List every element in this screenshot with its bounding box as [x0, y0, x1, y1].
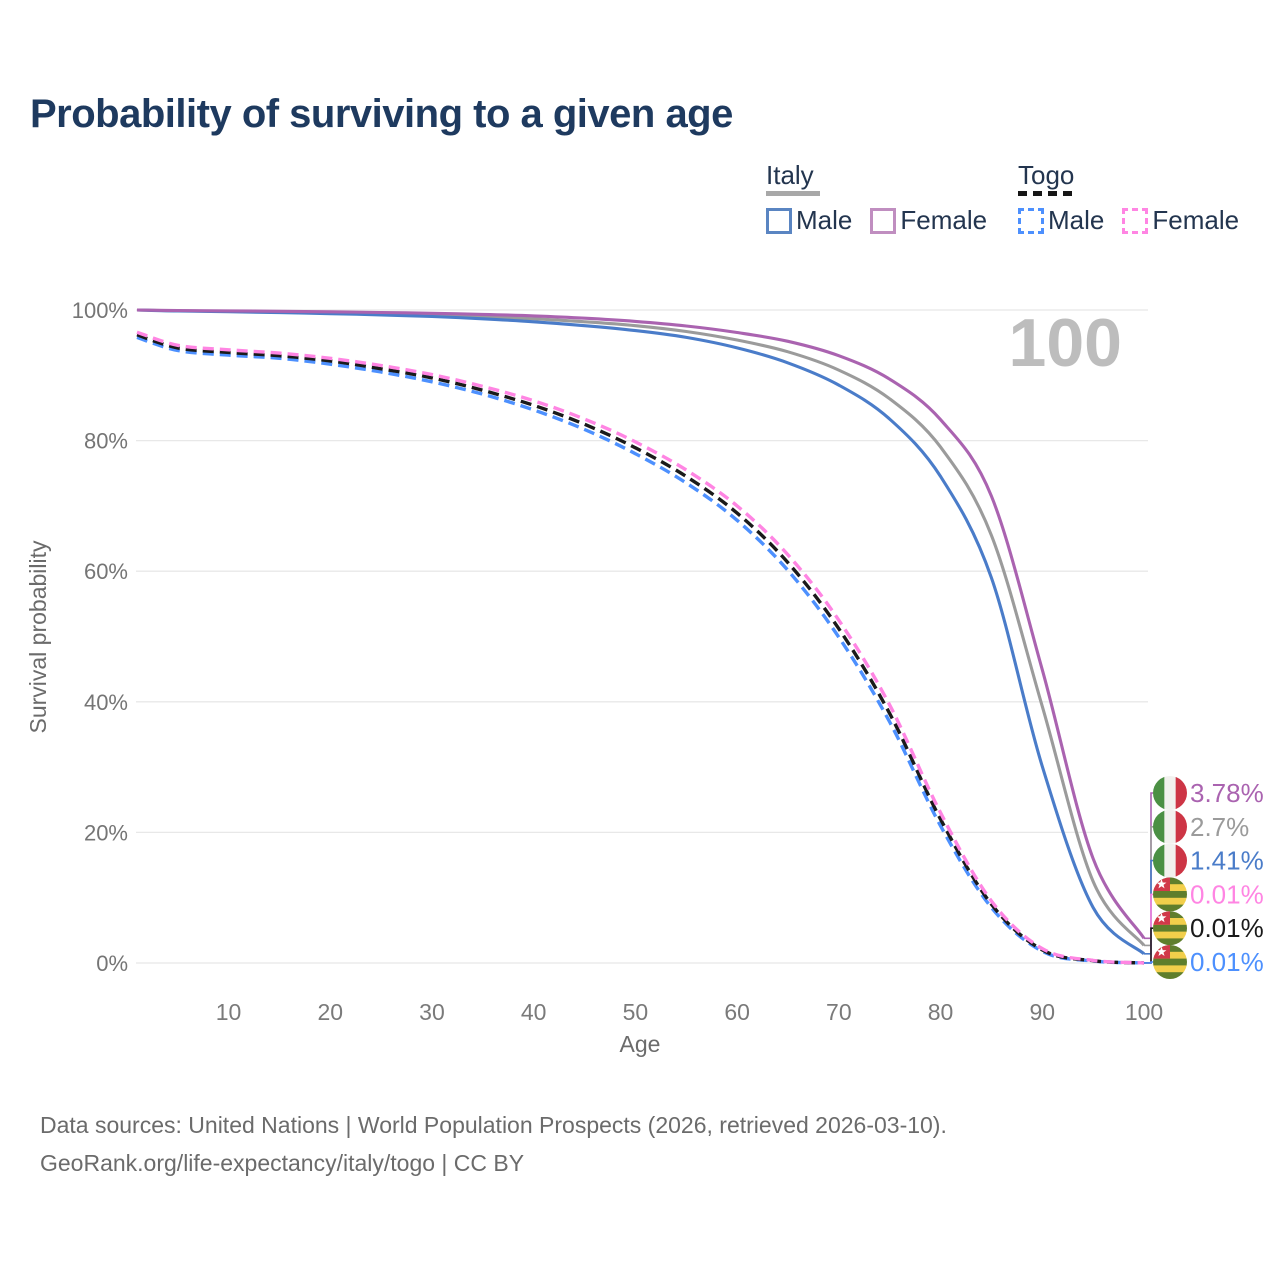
togo-flag-icon	[1153, 877, 1187, 912]
italy-male-swatch-icon	[766, 207, 792, 234]
y-tick-label-0: 0%	[96, 951, 128, 976]
end-label-value-italy-male: 1.41%	[1190, 846, 1264, 876]
x-tick-label-100: 100	[1125, 999, 1163, 1025]
x-tick-label-70: 70	[826, 999, 852, 1025]
y-tick-label-40: 40%	[84, 690, 128, 715]
legend-item-togo-female[interactable]: Female	[1122, 205, 1239, 236]
end-label-value-italy-female: 3.78%	[1190, 778, 1264, 808]
italy-female-swatch-icon	[870, 207, 897, 234]
legend-country-label-italy: Italy	[766, 160, 814, 190]
y-tick-label-20: 20%	[84, 820, 128, 845]
x-tick-label-60: 60	[724, 999, 750, 1025]
series-line-togo-male[interactable]	[136, 335, 1145, 965]
legend-items-togo: Male Female	[1018, 205, 1257, 236]
legend-solid-line-sample	[766, 191, 820, 196]
series-line-italy-total[interactable]	[136, 308, 1146, 947]
legend-item-togo-male[interactable]: Male	[1018, 205, 1104, 236]
legend-item-italy-female[interactable]: Female	[870, 205, 987, 236]
legend-item-label: Female	[900, 205, 988, 235]
end-label-value-togo-female: 0.01%	[1190, 879, 1264, 909]
data-source-footer: Data sources: United Nations | World Pop…	[40, 1106, 947, 1182]
x-axis-title: Age	[620, 1031, 661, 1057]
togo-flag-icon	[1153, 945, 1187, 979]
y-tick-label-100: 100%	[72, 298, 128, 323]
legend-item-italy-male[interactable]: Male	[766, 205, 852, 236]
y-axis-title: Survival probability	[25, 540, 51, 734]
x-tick-label-30: 30	[419, 999, 445, 1025]
x-tick-label-20: 20	[317, 999, 343, 1025]
legend-item-label: Male	[796, 205, 853, 235]
legend-country-label-togo: Togo	[1018, 160, 1075, 190]
end-label-value-togo-total: 0.01%	[1190, 913, 1264, 943]
togo-male-swatch-icon	[1018, 207, 1044, 234]
series-line-togo-female[interactable]	[136, 330, 1145, 965]
togo-female-swatch-icon	[1122, 207, 1149, 234]
x-tick-label-40: 40	[521, 999, 547, 1025]
page-title: Probability of surviving to a given age	[30, 92, 733, 136]
x-tick-label-80: 80	[928, 999, 954, 1025]
legend-items-italy: Male Female	[766, 205, 1005, 236]
togo-flag-icon	[1153, 911, 1187, 946]
italy-flag-icon	[1153, 809, 1187, 844]
legend-item-label: Male	[1048, 205, 1105, 235]
legend-item-label: Female	[1152, 205, 1240, 235]
footer-line-2: GeoRank.org/life-expectancy/italy/togo |…	[40, 1150, 525, 1176]
legend-group-italy: Italy Male Female	[766, 161, 1005, 236]
series-line-togo-total[interactable]	[136, 333, 1145, 965]
italy-flag-icon	[1153, 776, 1187, 810]
x-tick-label-10: 10	[216, 999, 242, 1025]
end-label-value-italy-total: 2.7%	[1190, 812, 1249, 842]
footer-line-1: Data sources: United Nations | World Pop…	[40, 1112, 947, 1138]
x-tick-label-90: 90	[1029, 999, 1055, 1025]
y-tick-label-80: 80%	[84, 429, 128, 454]
series-line-italy-female[interactable]	[136, 308, 1146, 940]
x-tick-label-50: 50	[623, 999, 649, 1025]
legend-group-togo: Togo Male Female	[1018, 161, 1257, 236]
italy-flag-icon	[1153, 843, 1187, 878]
age-watermark: 100	[1009, 305, 1122, 381]
end-label-connector-togo-male	[1144, 961, 1153, 964]
series-line-italy-male[interactable]	[136, 308, 1146, 956]
y-tick-label-60: 60%	[84, 559, 128, 584]
legend-dashed-line-sample	[1018, 191, 1072, 196]
end-label-value-togo-male: 0.01%	[1190, 947, 1264, 977]
